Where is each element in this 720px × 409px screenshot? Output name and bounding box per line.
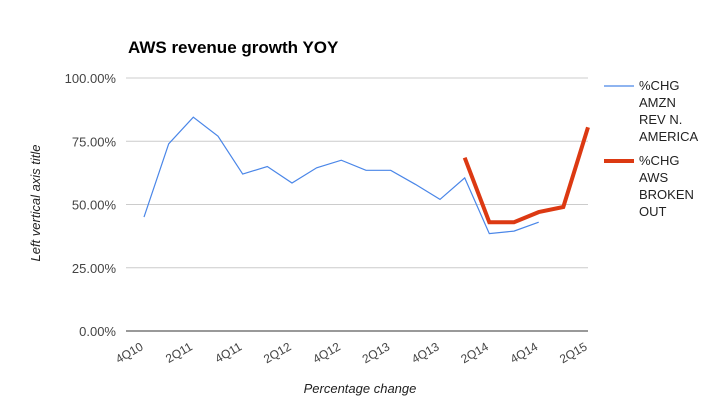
x-tick-label: 2Q13 bbox=[360, 339, 393, 366]
legend-label: %CHG AMZN REV N. AMERICA bbox=[639, 78, 699, 144]
legend-label: %CHG AWS BROKEN OUT bbox=[639, 153, 694, 219]
x-tick-label: 2Q14 bbox=[458, 339, 491, 366]
y-tick-label: 75.00% bbox=[72, 134, 117, 149]
legend: %CHG AMZN REV N. AMERICA %CHG AWS BROKEN OUT bbox=[604, 78, 699, 219]
series-group bbox=[143, 116, 590, 235]
gridlines bbox=[126, 77, 588, 332]
legend-item-2: %CHG AWS BROKEN OUT bbox=[604, 153, 694, 219]
series-line-2 bbox=[462, 126, 590, 225]
x-tick-label: 2Q11 bbox=[163, 339, 195, 366]
x-tick-label: 4Q13 bbox=[409, 339, 442, 366]
x-axis-title: Percentage change bbox=[304, 381, 417, 396]
chart-title: AWS revenue growth YOY bbox=[128, 38, 339, 57]
x-tick-label: 4Q14 bbox=[508, 339, 541, 366]
y-tick-label: 0.00% bbox=[79, 324, 116, 339]
x-tick-label: 2Q12 bbox=[261, 339, 294, 366]
x-tick-label: 4Q12 bbox=[310, 339, 343, 366]
y-tick-label: 100.00% bbox=[65, 71, 117, 86]
x-tick-label: 4Q11 bbox=[213, 339, 245, 366]
x-tick-label: 4Q10 bbox=[113, 339, 146, 366]
y-tick-label: 25.00% bbox=[72, 261, 117, 276]
y-tick-label: 50.00% bbox=[72, 198, 117, 213]
legend-item-1: %CHG AMZN REV N. AMERICA bbox=[604, 78, 699, 144]
x-tick-label: 2Q15 bbox=[557, 339, 590, 366]
y-axis-tick-labels: 0.00% 25.00% 50.00% 75.00% 100.00% bbox=[65, 71, 117, 339]
series-line-1 bbox=[143, 116, 539, 235]
x-axis-tick-labels: 4Q10 2Q11 4Q11 2Q12 4Q12 2Q13 4Q13 2Q14 4Q14 2Q15 bbox=[113, 339, 590, 366]
y-axis-title: Left vertical axis title bbox=[28, 144, 43, 261]
